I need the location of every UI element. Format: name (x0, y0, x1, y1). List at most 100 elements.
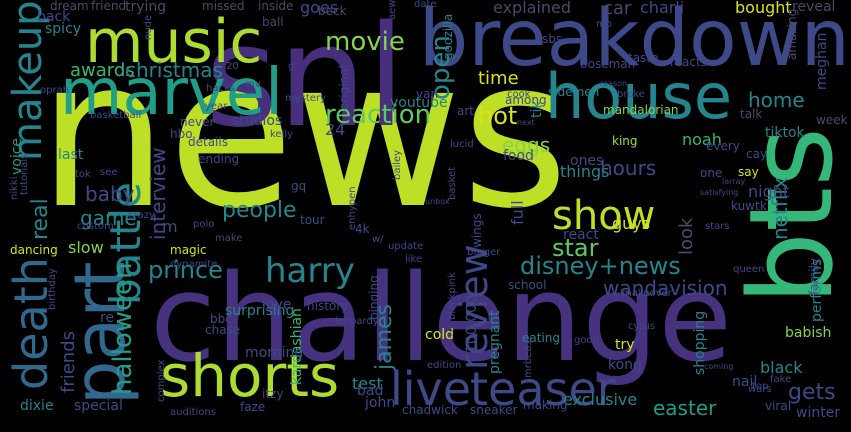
word-last: last (58, 147, 84, 163)
word-original: original (337, 65, 351, 110)
word-charli: charli (640, 0, 685, 17)
word-bad: bad (357, 383, 384, 399)
word-reaction: reaction (325, 100, 432, 130)
word-winter: winter (796, 405, 841, 421)
word-reason: reason (600, 79, 628, 88)
word-make: make (215, 233, 243, 244)
word-nude: nude (143, 14, 154, 40)
word-friends: friends (58, 330, 79, 393)
word-john: john (365, 395, 396, 411)
word-gets: gets (788, 380, 836, 405)
word-kuwtk: kuwtk (731, 199, 767, 213)
word-react: react (563, 227, 599, 243)
word-see: see (100, 167, 118, 178)
word-hbo: hbo (170, 127, 193, 141)
word-dream: dream (50, 0, 89, 13)
word-spicy: spicy (45, 21, 82, 37)
word-baby: baby (85, 182, 135, 206)
word-say: say (738, 165, 759, 179)
word-performs: performs (809, 258, 825, 322)
word-try: try (615, 337, 635, 353)
word-mv: mv (245, 79, 261, 90)
word-dancing: dancing (10, 243, 58, 257)
word-boseman: boseman (580, 57, 636, 71)
word-binging: binging (367, 275, 381, 320)
word-makeover: makeover (622, 288, 672, 299)
word-one: one (700, 166, 723, 180)
word-bought: bought (735, 0, 792, 17)
word-viral: viral (765, 399, 792, 413)
word-top: top (752, 381, 769, 392)
word-king: king (612, 134, 638, 148)
word-studios: studios (232, 113, 283, 129)
word-full: full (508, 200, 527, 225)
word-challenge: challenge (150, 250, 733, 389)
word-ending: ending (198, 152, 240, 166)
word-christmas: christmas (125, 58, 223, 82)
word-satisfying: satisfying (700, 188, 739, 197)
word-amazing: amazing (785, 8, 799, 60)
word-next: next (517, 118, 535, 127)
word-people: people (222, 198, 297, 223)
word-lucid: lucid (450, 139, 474, 150)
word-cyrus: cyrus (628, 321, 656, 332)
word-back: back (37, 9, 71, 25)
word-broke: broke (617, 89, 645, 100)
word-show: show (552, 193, 656, 239)
word-trying: trying (125, 0, 167, 15)
word-birthday: birthday (47, 268, 58, 310)
word-reveal: reveal (792, 0, 836, 15)
word-wars: wars (748, 384, 772, 395)
word-live: live (390, 362, 472, 416)
word-real: real (28, 198, 53, 240)
word-morning: morning (245, 345, 304, 361)
word-noah: noah (682, 130, 722, 149)
word-tiktok: tiktok (765, 125, 805, 141)
word-pregnant: pregnant (487, 310, 503, 374)
word-inside: inside (258, 0, 294, 13)
word-larray: larray (722, 177, 746, 186)
word-eggs: eggs (502, 133, 551, 157)
word-night: night (748, 182, 790, 201)
word-hours: hours (600, 156, 657, 180)
word-jeopardy: jeopardy (335, 316, 379, 327)
word-breakdown: breakdown (418, 0, 850, 84)
word-sneaker: sneaker (470, 403, 518, 417)
word-school: school (508, 278, 547, 292)
word-shorts: shorts (160, 342, 340, 410)
word-wandavision: wandavision (603, 276, 728, 300)
word-bbc: bbc (210, 312, 232, 326)
word-taste: taste (628, 51, 659, 65)
word-w-: w/ (372, 234, 384, 245)
word-snl: snl (205, 0, 406, 159)
word-stars: stars (705, 221, 730, 232)
word-hot: hot (478, 102, 518, 130)
word-magic: magic (170, 243, 207, 257)
word-nail: nail (732, 374, 758, 390)
word-missed: missed (202, 0, 245, 13)
word-unbox: unbox (425, 197, 450, 206)
word-cook: cook (507, 89, 531, 100)
word-time: time (478, 68, 519, 89)
word-love: love (262, 297, 292, 313)
word-marvel: marvel (60, 56, 283, 130)
word-music: music (85, 7, 263, 77)
word-crazy: crazy (128, 210, 155, 221)
word-tik: tik (529, 100, 545, 119)
word-mo: mo (596, 19, 612, 30)
word-game: game (80, 206, 137, 230)
word-star: star (552, 234, 599, 262)
word-reacts: reacts (670, 55, 707, 69)
word-harry: harry (265, 251, 355, 291)
word-cold: cold (425, 327, 455, 343)
word-24: 24 (325, 120, 346, 139)
word-mandalorian: mandalorian (603, 103, 679, 117)
word-update: update (388, 241, 424, 252)
word-teaser: teaser (470, 362, 616, 416)
word-auditions: auditions (170, 407, 216, 418)
word-house: house (545, 60, 732, 133)
word-mrbeast: mrbeast (523, 336, 534, 378)
word-chase: chase (205, 323, 241, 337)
word-m: m (162, 217, 178, 236)
